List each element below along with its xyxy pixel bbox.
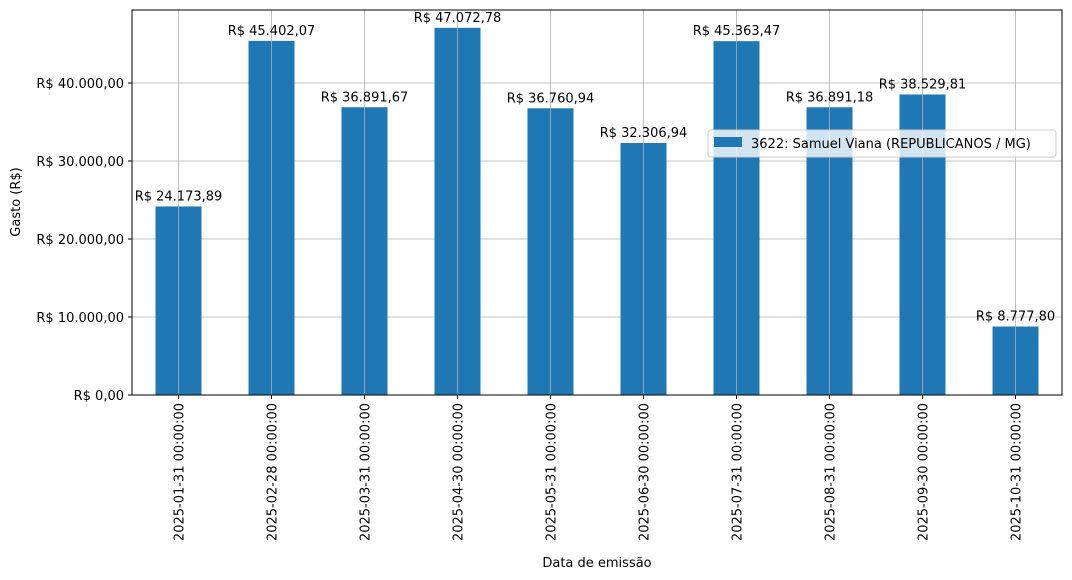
- y-tick-label: R$ 0,00: [74, 389, 124, 404]
- x-tick-label: 2025-10-31 00:00:00: [1010, 403, 1025, 541]
- y-tick-label: R$ 40.000,00: [36, 77, 124, 92]
- x-tick-label: 2025-06-30 00:00:00: [638, 403, 653, 541]
- data-labels: R$ 24.173,89 R$ 45.402,07 R$ 36.891,67 R$ 4…: [135, 11, 1055, 325]
- bar-value-label: R$ 24.173,89: [135, 189, 223, 204]
- y-tick-label: R$ 10.000,00: [36, 311, 124, 326]
- x-axis-ticks: 2025-01-31 00:00:00 2025-02-28 00:00:00 20…: [173, 395, 1025, 541]
- bar-value-label: R$ 45.402,07: [228, 24, 316, 39]
- bar-value-label: R$ 38.529,81: [879, 77, 967, 92]
- x-tick-label: 2025-03-31 00:00:00: [359, 403, 374, 541]
- bar-value-label: R$ 8.777,80: [976, 310, 1055, 325]
- y-axis-ticks: R$ 0,00 R$ 10.000,00 R$ 20.000,00 R$ 30.000…: [36, 77, 132, 404]
- x-axis-label: Data de emissão: [542, 556, 651, 571]
- x-tick-label: 2025-07-31 00:00:00: [731, 403, 746, 541]
- legend: 3622: Samuel Viana (REPUBLICANOS / MG): [707, 129, 1057, 158]
- bar-value-label: R$ 45.363,47: [693, 24, 781, 39]
- y-tick-label: R$ 20.000,00: [36, 233, 124, 248]
- legend-swatch: [714, 137, 742, 147]
- x-tick-label: 2025-05-31 00:00:00: [545, 403, 560, 541]
- bar-value-label: R$ 36.760,94: [507, 91, 595, 106]
- plot-frame: [131, 9, 1063, 396]
- x-tick-label: 2025-08-31 00:00:00: [824, 403, 839, 541]
- bar-value-label: R$ 32.306,94: [600, 126, 688, 141]
- legend-box: [707, 129, 1057, 158]
- bar-value-label: R$ 36.891,67: [321, 90, 409, 105]
- bar-value-label: R$ 47.072,78: [414, 11, 502, 26]
- vertical-grid-over-bars: [178, 10, 1016, 395]
- x-tick-label: 2025-02-28 00:00:00: [266, 403, 281, 541]
- y-axis-label: Gasto (R$): [9, 167, 24, 236]
- y-tick-label: R$ 30.000,00: [36, 155, 124, 170]
- x-tick-label: 2025-09-30 00:00:00: [917, 403, 932, 541]
- x-tick-label: 2025-04-30 00:00:00: [452, 403, 467, 541]
- x-tick-label: 2025-01-31 00:00:00: [173, 403, 188, 541]
- bar-value-label: R$ 36.891,18: [786, 90, 874, 105]
- legend-label: 3622: Samuel Viana (REPUBLICANOS / MG): [751, 137, 1031, 152]
